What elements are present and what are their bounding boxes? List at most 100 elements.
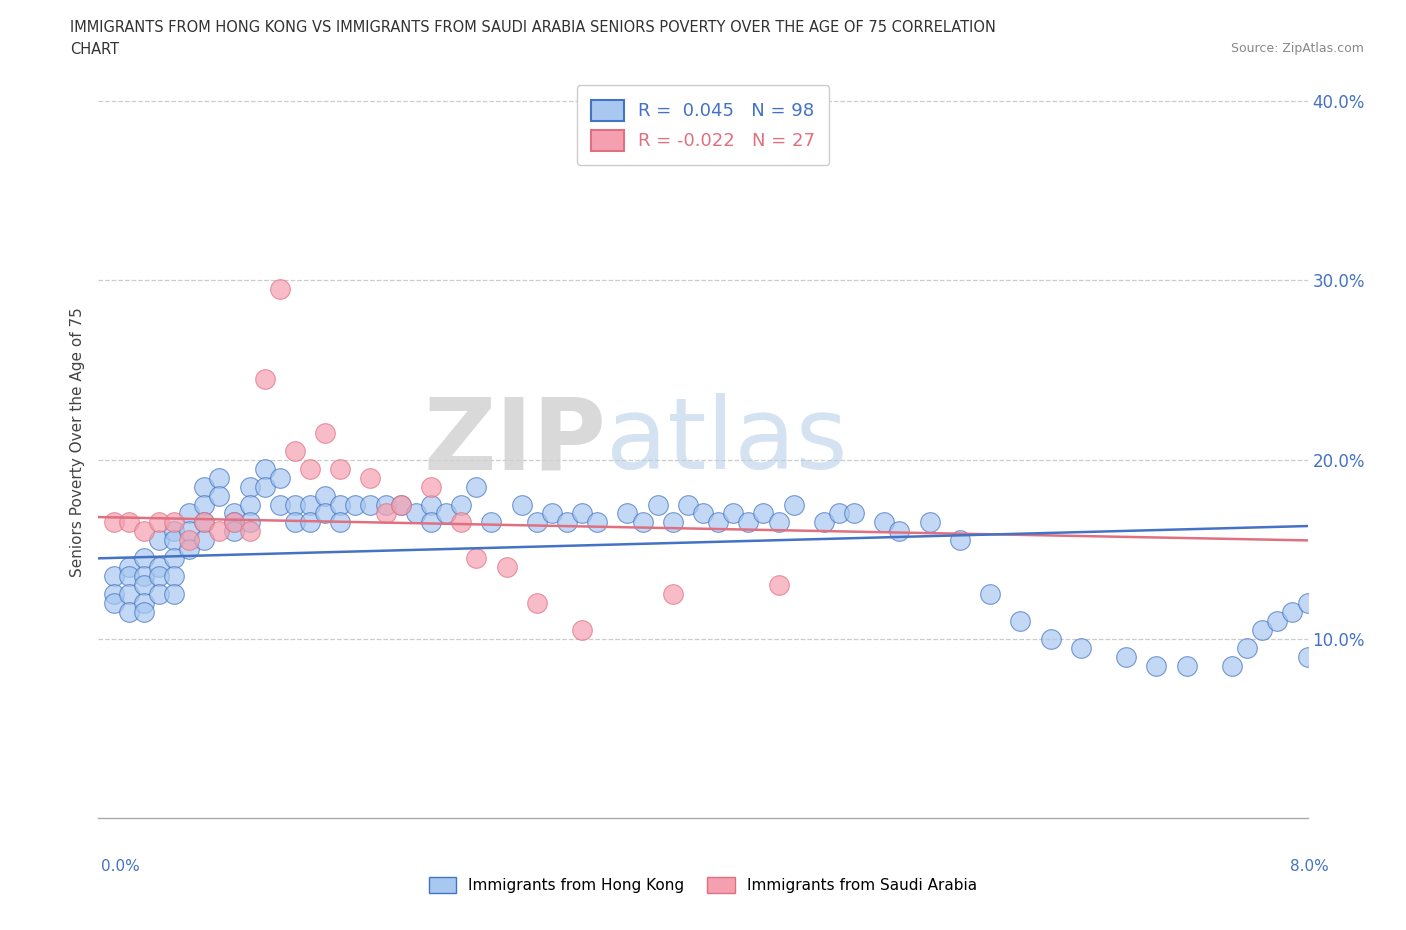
Point xyxy=(224,506,246,521)
Point xyxy=(239,479,262,494)
Point xyxy=(360,471,382,485)
Point xyxy=(132,569,155,584)
Point xyxy=(132,524,155,538)
Point xyxy=(813,515,835,530)
Point xyxy=(208,471,231,485)
Point xyxy=(661,515,683,530)
Point xyxy=(1039,631,1062,646)
Point xyxy=(253,461,276,476)
Point xyxy=(631,515,654,530)
Point xyxy=(510,497,533,512)
Point xyxy=(253,371,276,387)
Point xyxy=(118,560,141,575)
Point xyxy=(118,587,141,602)
Point xyxy=(526,596,548,611)
Point xyxy=(179,542,201,557)
Point xyxy=(329,497,352,512)
Point xyxy=(208,488,231,503)
Point xyxy=(1251,623,1274,638)
Point xyxy=(844,506,866,521)
Point xyxy=(465,479,488,494)
Point xyxy=(1296,649,1319,664)
Point xyxy=(148,587,170,602)
Point xyxy=(783,497,806,512)
Point xyxy=(1281,604,1303,619)
Point xyxy=(299,515,322,530)
Point xyxy=(1220,658,1243,673)
Point xyxy=(118,515,141,530)
Point xyxy=(768,578,790,592)
Point xyxy=(163,569,186,584)
Point xyxy=(193,497,215,512)
Point xyxy=(344,497,367,512)
Point xyxy=(148,533,170,548)
Point xyxy=(299,461,322,476)
Legend: R =  0.045   N = 98, R = -0.022   N = 27: R = 0.045 N = 98, R = -0.022 N = 27 xyxy=(576,86,830,165)
Point xyxy=(284,444,307,458)
Point xyxy=(299,497,322,512)
Legend: Immigrants from Hong Kong, Immigrants from Saudi Arabia: Immigrants from Hong Kong, Immigrants fr… xyxy=(423,870,983,899)
Point xyxy=(752,506,775,521)
Point xyxy=(495,560,517,575)
Point xyxy=(148,569,170,584)
Point xyxy=(284,515,307,530)
Point xyxy=(389,497,412,512)
Point xyxy=(616,506,638,521)
Point xyxy=(118,569,141,584)
Point xyxy=(405,506,427,521)
Point xyxy=(737,515,759,530)
Point xyxy=(103,596,125,611)
Point xyxy=(284,497,307,512)
Point xyxy=(420,479,443,494)
Point xyxy=(1236,641,1258,656)
Point xyxy=(193,515,215,530)
Point xyxy=(526,515,548,530)
Point xyxy=(540,506,562,521)
Text: ZIP: ZIP xyxy=(423,393,606,490)
Point xyxy=(103,515,125,530)
Point xyxy=(1010,614,1032,629)
Point xyxy=(269,282,291,297)
Point xyxy=(314,488,336,503)
Point xyxy=(269,497,291,512)
Text: 0.0%: 0.0% xyxy=(101,859,141,874)
Point xyxy=(118,604,141,619)
Point xyxy=(661,587,683,602)
Point xyxy=(420,515,443,530)
Point xyxy=(329,515,352,530)
Point xyxy=(918,515,941,530)
Point xyxy=(193,479,215,494)
Point xyxy=(179,533,201,548)
Point xyxy=(179,506,201,521)
Point xyxy=(269,471,291,485)
Point xyxy=(163,533,186,548)
Point xyxy=(647,497,669,512)
Point xyxy=(224,515,246,530)
Point xyxy=(374,497,396,512)
Point xyxy=(374,506,396,521)
Point xyxy=(723,506,745,521)
Point xyxy=(389,497,412,512)
Point xyxy=(329,461,352,476)
Point xyxy=(239,515,262,530)
Point xyxy=(1146,658,1168,673)
Point xyxy=(103,569,125,584)
Point xyxy=(1296,596,1319,611)
Point xyxy=(1070,641,1092,656)
Point xyxy=(420,497,443,512)
Point xyxy=(949,533,972,548)
Point xyxy=(103,587,125,602)
Text: atlas: atlas xyxy=(606,393,848,490)
Point xyxy=(465,551,488,565)
Point xyxy=(163,587,186,602)
Point xyxy=(434,506,457,521)
Point xyxy=(768,515,790,530)
Point xyxy=(676,497,699,512)
Point xyxy=(692,506,714,521)
Point xyxy=(239,524,262,538)
Point xyxy=(360,497,382,512)
Point xyxy=(193,515,215,530)
Point xyxy=(889,524,911,538)
Point xyxy=(208,524,231,538)
Point xyxy=(193,533,215,548)
